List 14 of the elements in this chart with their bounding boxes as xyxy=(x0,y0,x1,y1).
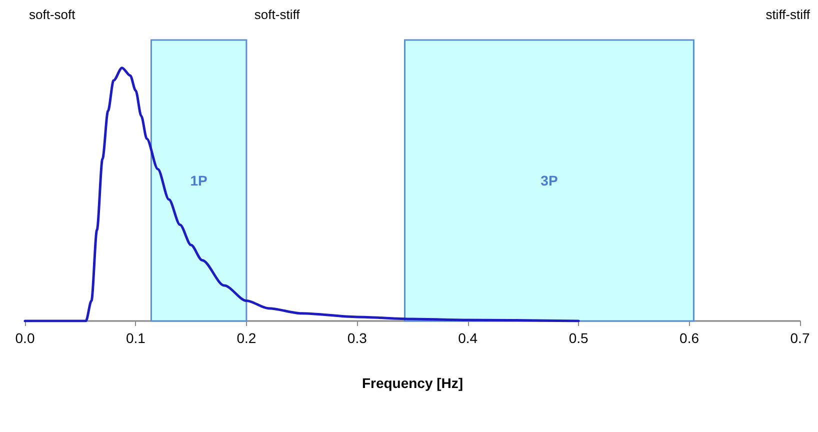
band-label: 3P xyxy=(540,172,558,188)
x-tick-label: 0.0 xyxy=(15,330,35,346)
x-axis-title: Frequency [Hz] xyxy=(362,375,464,391)
x-tick-label: 0.3 xyxy=(347,330,368,346)
text: stiff-stiff xyxy=(766,7,810,22)
x-tick-label: 0.5 xyxy=(568,330,589,346)
x-tick-label: 0.7 xyxy=(790,330,810,346)
x-tick-label: 0.6 xyxy=(680,330,700,346)
x-tick-label: 0.2 xyxy=(236,330,256,346)
band-label: 1P xyxy=(190,172,208,188)
x-tick-label: 0.4 xyxy=(458,330,478,346)
text: soft-soft xyxy=(29,7,76,22)
x-tick-label: 0.1 xyxy=(126,330,146,346)
text: soft-stiff xyxy=(254,7,300,22)
